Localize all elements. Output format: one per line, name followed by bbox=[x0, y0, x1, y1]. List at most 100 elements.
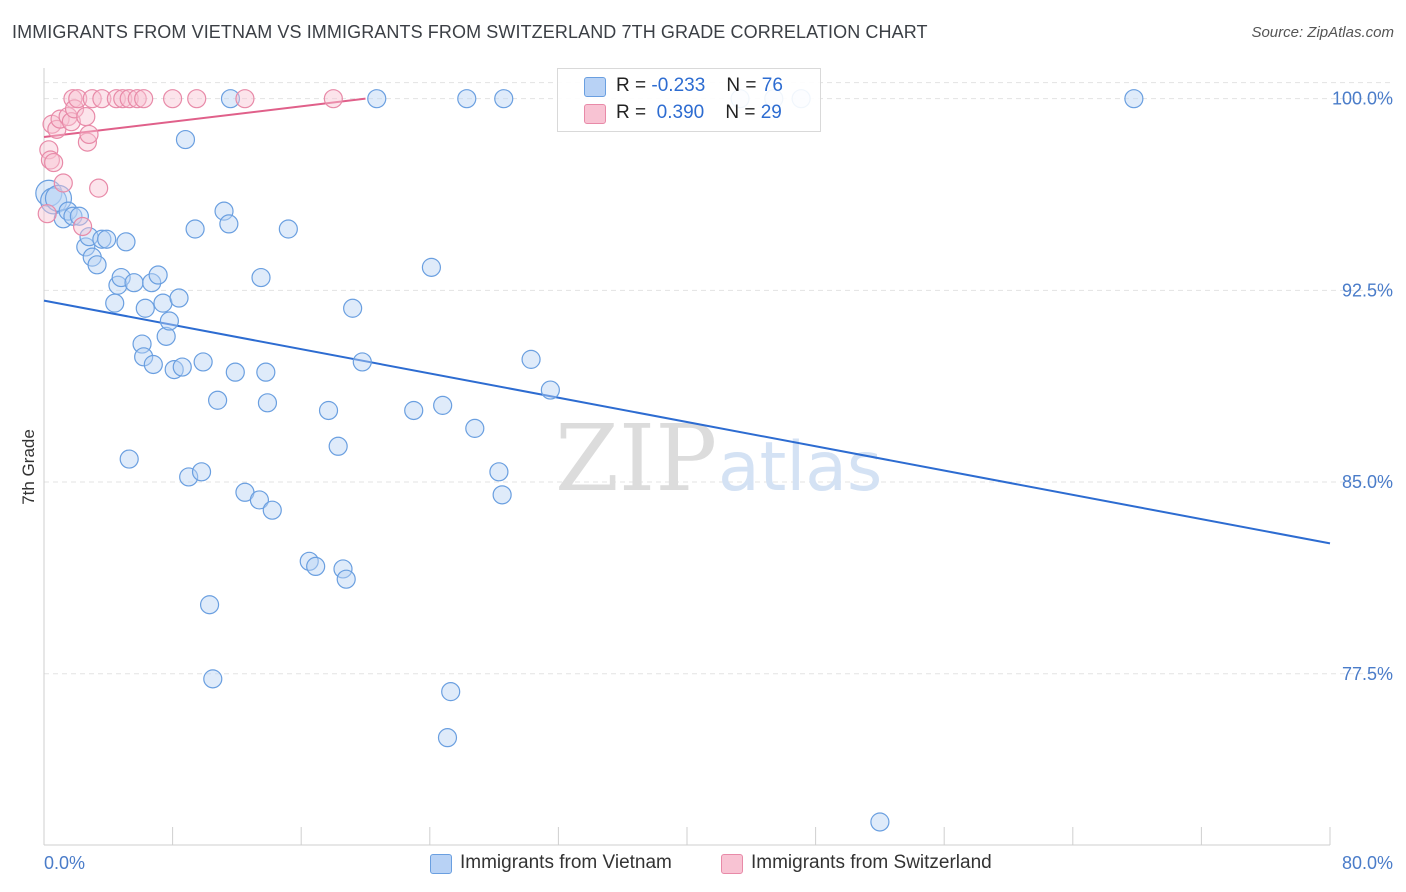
point-vietnam bbox=[143, 354, 163, 375]
point-switzerland bbox=[53, 173, 73, 193]
legend-swatch-switzerland bbox=[584, 104, 606, 124]
watermark-atlas: atlas bbox=[718, 428, 882, 507]
point-switzerland bbox=[92, 89, 112, 109]
y-tick-label: 100.0% bbox=[1332, 89, 1393, 109]
legend-n-label: N = bbox=[726, 75, 757, 96]
point-vietnam bbox=[262, 500, 282, 520]
bottom-legend-label-switzerland: Immigrants from Switzerland bbox=[751, 852, 992, 873]
point-vietnam bbox=[278, 219, 298, 239]
point-switzerland bbox=[127, 89, 147, 109]
point-switzerland bbox=[323, 89, 343, 109]
point-vietnam bbox=[540, 380, 560, 400]
point-vietnam bbox=[404, 400, 424, 421]
data-points bbox=[35, 89, 1144, 832]
point-switzerland bbox=[40, 150, 61, 170]
point-switzerland bbox=[119, 89, 139, 109]
point-vietnam bbox=[433, 395, 453, 415]
point-vietnam bbox=[870, 812, 890, 832]
point-switzerland bbox=[64, 99, 85, 119]
point-vietnam bbox=[111, 267, 131, 288]
point-switzerland bbox=[163, 89, 183, 109]
x-tick-label: 0.0% bbox=[44, 853, 85, 873]
point-switzerland bbox=[39, 140, 59, 160]
legend-text-switzerland: R = 0.390 N = 29 bbox=[616, 102, 782, 124]
legend-r-label: R = bbox=[616, 102, 647, 123]
bottom-legend-label-vietnam: Immigrants from Vietnam bbox=[460, 852, 672, 873]
point-vietnam bbox=[306, 556, 326, 577]
point-vietnam bbox=[437, 728, 458, 748]
watermark: ZIP atlas bbox=[555, 405, 882, 512]
point-vietnam bbox=[521, 349, 541, 369]
point-switzerland bbox=[134, 89, 154, 109]
point-vietnam bbox=[318, 400, 339, 421]
point-switzerland bbox=[77, 132, 98, 152]
stats-legend: R = -0.233 N = 76 R = 0.390 N = 29 bbox=[557, 68, 821, 132]
point-vietnam bbox=[69, 206, 89, 226]
point-vietnam bbox=[251, 267, 271, 288]
point-vietnam bbox=[203, 669, 223, 689]
legend-n-label: N = bbox=[725, 102, 756, 123]
point-switzerland bbox=[79, 124, 99, 145]
point-vietnam bbox=[148, 265, 168, 285]
point-vietnam bbox=[108, 275, 128, 295]
point-vietnam bbox=[225, 362, 245, 382]
point-switzerland bbox=[82, 89, 102, 109]
point-vietnam bbox=[494, 89, 514, 109]
point-vietnam bbox=[492, 485, 512, 505]
point-vietnam bbox=[256, 362, 276, 382]
tick-labels: 77.5% 85.0% 92.5% 100.0% 0.0% 80.0% bbox=[44, 89, 1393, 873]
legend-n-value: 29 bbox=[760, 102, 782, 123]
point-vietnam bbox=[179, 467, 199, 487]
bottom-legend-swatch-vietnam bbox=[430, 854, 452, 874]
point-vietnam bbox=[489, 462, 509, 482]
point-vietnam bbox=[105, 293, 125, 313]
point-switzerland bbox=[63, 89, 83, 109]
point-vietnam bbox=[119, 449, 139, 469]
point-vietnam bbox=[159, 311, 179, 331]
y-tick-label: 77.5% bbox=[1342, 664, 1393, 684]
point-switzerland bbox=[76, 106, 96, 127]
point-vietnam bbox=[92, 229, 112, 249]
point-vietnam bbox=[333, 559, 353, 579]
legend-r-label: R = bbox=[616, 75, 647, 96]
point-switzerland bbox=[44, 152, 64, 173]
point-vietnam bbox=[421, 257, 442, 277]
point-vietnam bbox=[63, 206, 83, 226]
point-vietnam bbox=[193, 352, 213, 372]
bottom-legend-swatch-switzerland bbox=[721, 854, 743, 874]
grid-lines bbox=[44, 82, 1393, 675]
legend-r-value: -0.233 bbox=[651, 75, 706, 96]
point-vietnam bbox=[465, 418, 485, 438]
point-vietnam bbox=[457, 89, 477, 109]
trend-line-vietnam bbox=[43, 299, 1331, 545]
point-vietnam bbox=[328, 436, 348, 456]
point-vietnam bbox=[185, 219, 205, 239]
point-vietnam bbox=[299, 551, 319, 571]
legend-n-value: 76 bbox=[761, 75, 783, 96]
point-switzerland bbox=[61, 112, 81, 132]
point-vietnam bbox=[441, 682, 461, 702]
watermark-zip: ZIP bbox=[555, 405, 717, 512]
point-switzerland bbox=[89, 178, 109, 198]
legend-text-vietnam: R = -0.233 N = 76 bbox=[616, 75, 783, 97]
point-vietnam bbox=[208, 390, 228, 410]
point-vietnam bbox=[257, 393, 278, 413]
point-vietnam bbox=[1124, 89, 1144, 109]
point-vietnam bbox=[175, 129, 196, 150]
point-switzerland bbox=[235, 89, 255, 109]
point-vietnam bbox=[214, 201, 234, 221]
point-vietnam bbox=[249, 490, 270, 510]
point-vietnam bbox=[153, 293, 173, 313]
point-switzerland bbox=[187, 89, 207, 109]
point-vietnam bbox=[220, 89, 241, 109]
legend-r-value: 0.390 bbox=[651, 102, 705, 123]
point-vietnam bbox=[172, 357, 192, 377]
y-axis-label: 7th Grade bbox=[19, 429, 38, 505]
x-tick-label: 80.0% bbox=[1342, 853, 1393, 873]
point-vietnam bbox=[191, 462, 212, 482]
point-vietnam bbox=[116, 232, 136, 252]
point-switzerland bbox=[68, 89, 88, 109]
point-vietnam bbox=[367, 89, 387, 109]
point-vietnam bbox=[87, 255, 107, 275]
